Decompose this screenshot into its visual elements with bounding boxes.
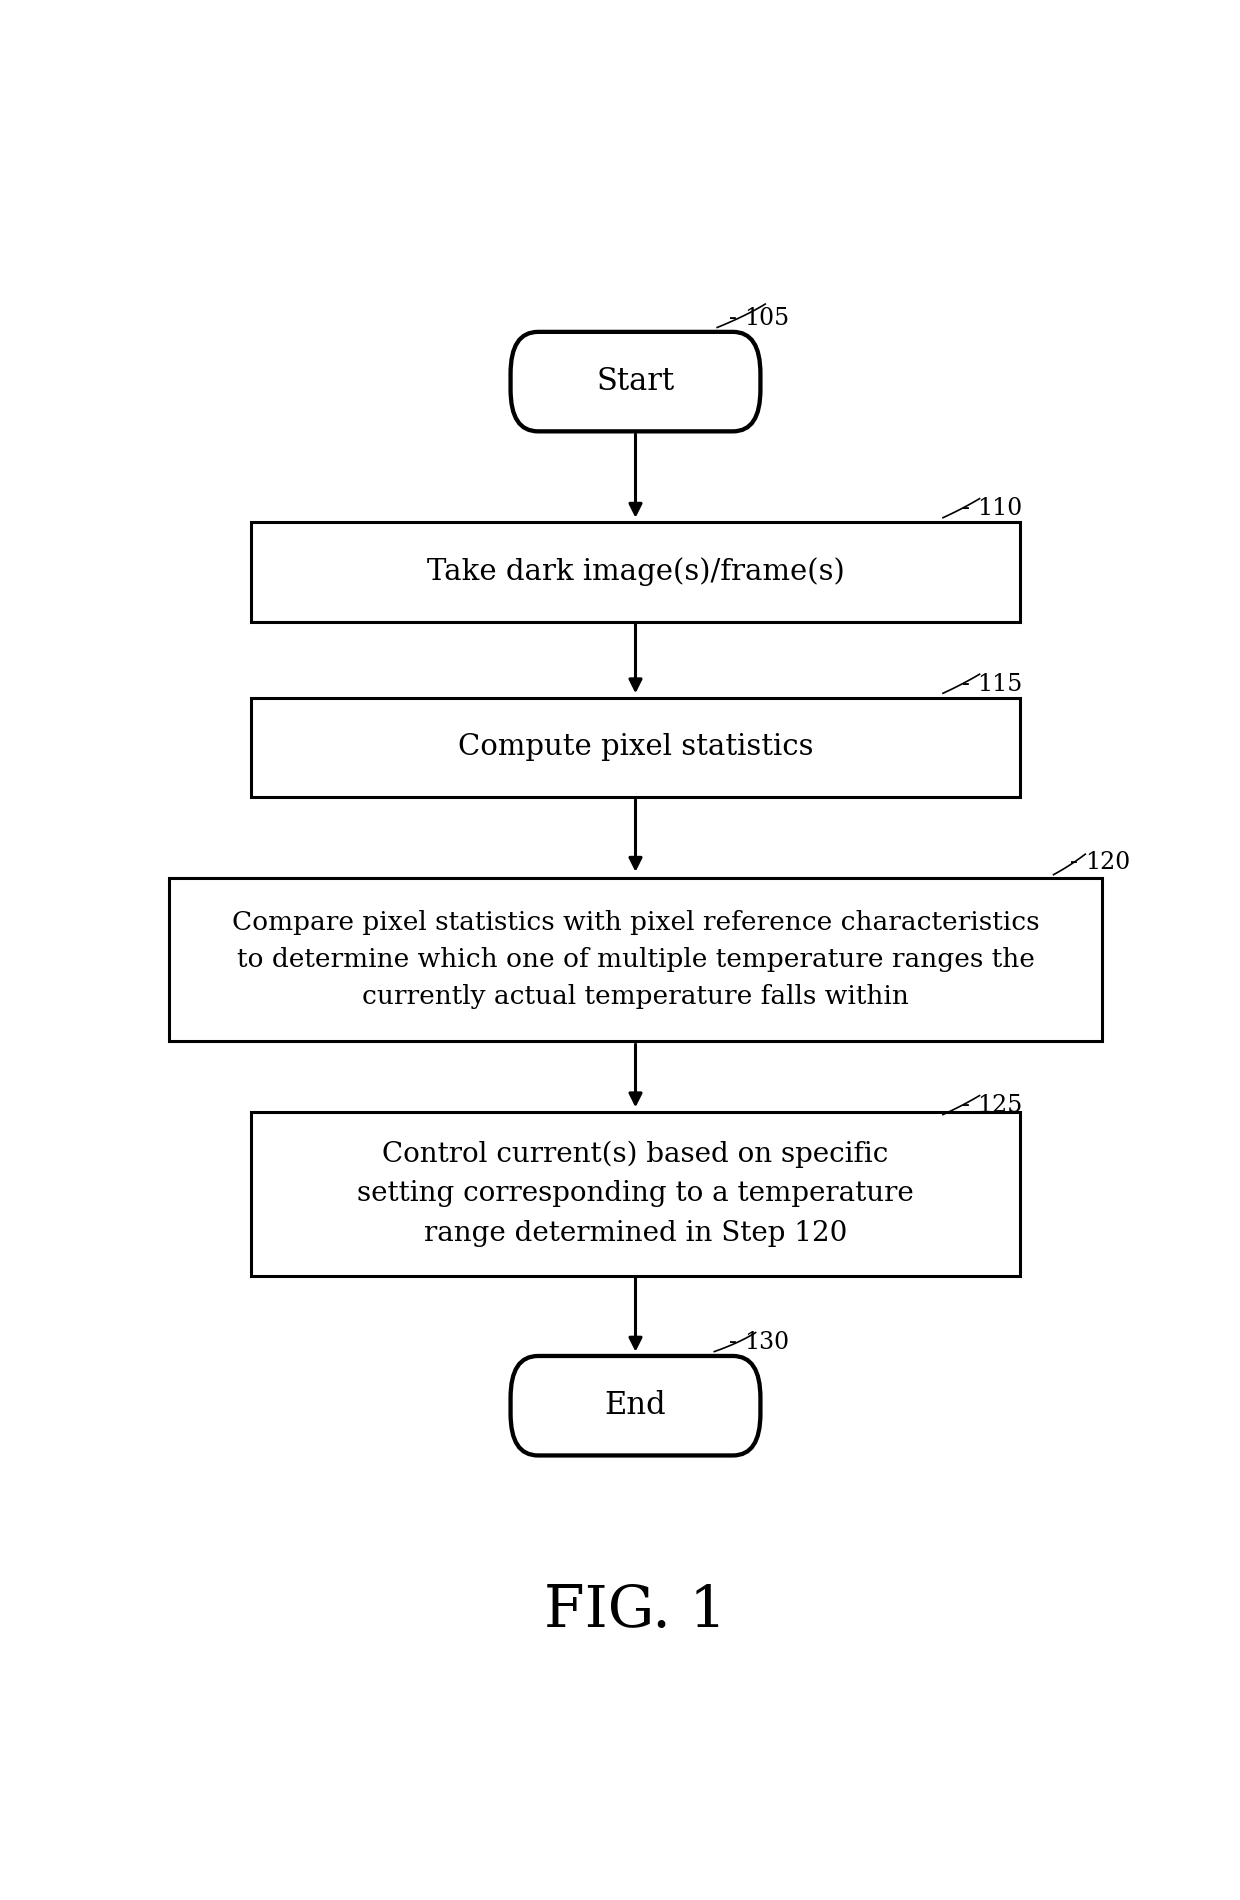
Text: -: - bbox=[729, 308, 737, 331]
Text: -: - bbox=[962, 1094, 970, 1117]
Text: -: - bbox=[729, 1332, 737, 1355]
Text: FIG. 1: FIG. 1 bbox=[544, 1583, 727, 1638]
Text: Compute pixel statistics: Compute pixel statistics bbox=[458, 733, 813, 762]
Text: 115: 115 bbox=[977, 673, 1023, 695]
Bar bbox=[250, 697, 1021, 798]
Text: -: - bbox=[962, 673, 970, 695]
FancyBboxPatch shape bbox=[511, 1357, 760, 1455]
Bar bbox=[170, 878, 1101, 1041]
Text: -: - bbox=[1070, 851, 1078, 874]
Bar bbox=[250, 1112, 1021, 1275]
Text: 120: 120 bbox=[1085, 851, 1131, 874]
Text: -: - bbox=[962, 498, 970, 521]
Text: 110: 110 bbox=[977, 498, 1023, 521]
Text: End: End bbox=[605, 1391, 666, 1421]
FancyBboxPatch shape bbox=[511, 332, 760, 431]
Text: Control current(s) based on specific
setting corresponding to a temperature
rang: Control current(s) based on specific set… bbox=[357, 1140, 914, 1246]
Text: Start: Start bbox=[596, 367, 675, 397]
Text: Take dark image(s)/frame(s): Take dark image(s)/frame(s) bbox=[427, 557, 844, 587]
Text: 130: 130 bbox=[744, 1332, 789, 1355]
Text: Compare pixel statistics with pixel reference characteristics
to determine which: Compare pixel statistics with pixel refe… bbox=[232, 910, 1039, 1009]
Bar bbox=[250, 522, 1021, 621]
Text: 125: 125 bbox=[977, 1094, 1023, 1117]
Text: 105: 105 bbox=[744, 308, 789, 331]
